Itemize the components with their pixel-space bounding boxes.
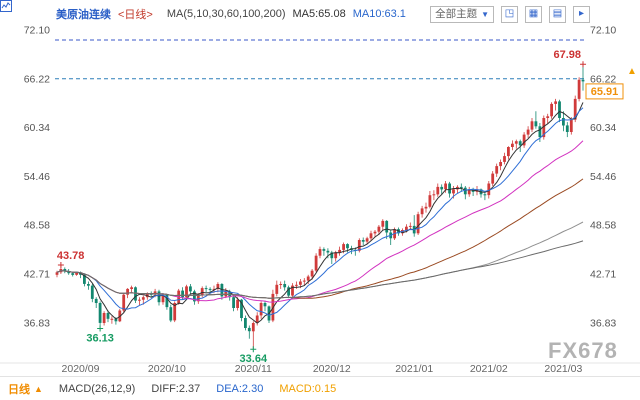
svg-text:43.78: 43.78 [57,250,85,262]
macd-value: MACD:0.15 [279,382,337,395]
svg-text:42.71: 42.71 [590,269,616,281]
expand-icon[interactable]: ◳ [501,5,518,23]
ma5-value: MA5:65.08 [292,8,346,20]
svg-text:36.13: 36.13 [86,333,114,345]
theme-dropdown-label: 全部主题 [435,7,478,20]
svg-text:2020/11: 2020/11 [235,363,272,375]
svg-text:54.46: 54.46 [24,171,50,183]
footer-period-arrow-icon[interactable]: ▲ [34,383,43,394]
diff-value: DIFF:2.37 [151,382,201,395]
svg-text:36.83: 36.83 [24,317,50,329]
x-axis-labels: 2020/09 2020/10 2020/11 2020/12 2021/01 2021/… [62,363,583,375]
footer-period-label[interactable]: 日线 [8,383,30,396]
price-annotations: 43.78 36.13 33.64 67.98 [57,49,587,365]
svg-text:48.58: 48.58 [24,220,50,232]
svg-text:48.58: 48.58 [590,220,616,232]
latest-price-arrow-icon[interactable]: ▲ [627,66,637,77]
ma-lines-layer [56,102,584,324]
chart-header: 美原油连续 <日线> MA(5,10,30,60,100,200) MA5:65… [0,0,640,25]
symbol-title: 美原油连续 [56,9,111,21]
watermark: FX678 [548,338,618,363]
svg-text:60.34: 60.34 [24,122,50,134]
ma-params-label: MA(5,10,30,60,100,200) [166,8,286,20]
last-price-tag: 65.91 [585,83,624,100]
svg-text:33.64: 33.64 [240,353,268,365]
candles-layer [55,64,585,350]
dea-value: DEA:2.30 [216,382,264,395]
svg-text:42.71: 42.71 [24,269,50,281]
svg-text:54.46: 54.46 [590,171,616,183]
split-view-icon[interactable]: ▤ [549,5,566,23]
svg-text:72.10: 72.10 [590,25,616,37]
theme-dropdown[interactable]: 全部主题 ▼ [430,5,494,23]
svg-text:2020/09: 2020/09 [62,363,100,375]
svg-text:72.10: 72.10 [24,25,50,37]
grid-view-icon[interactable]: ▦ [525,5,542,23]
svg-text:2021/02: 2021/02 [470,363,508,375]
period-tag: <日线> [118,9,153,21]
svg-text:65.91: 65.91 [591,86,619,98]
svg-text:2020/12: 2020/12 [313,363,351,375]
svg-text:2021/03: 2021/03 [544,363,582,375]
dashed-reference-lines [55,39,585,80]
indicator-footer: 日线 ▲ MACD(26,12,9) DIFF:2.37 DEA:2.30 MA… [0,376,640,400]
ma10-value: MA10:63.1 [352,8,406,20]
svg-text:2020/10: 2020/10 [148,363,186,375]
svg-text:36.83: 36.83 [590,317,616,329]
macd-params-label: MACD(26,12,9) [58,382,136,395]
svg-text:2021/01: 2021/01 [395,363,433,375]
forward-icon[interactable]: ▸ [573,5,590,23]
svg-text:66.22: 66.22 [24,73,50,85]
chevron-down-icon: ▼ [481,9,489,19]
y-axis-labels: 72.10 72.10 66.22 66.22 60.34 60.34 54.46 54.46… [24,25,617,330]
svg-text:67.98: 67.98 [553,49,581,61]
svg-text:60.34: 60.34 [590,122,616,134]
svg-text:66.22: 66.22 [590,73,616,85]
